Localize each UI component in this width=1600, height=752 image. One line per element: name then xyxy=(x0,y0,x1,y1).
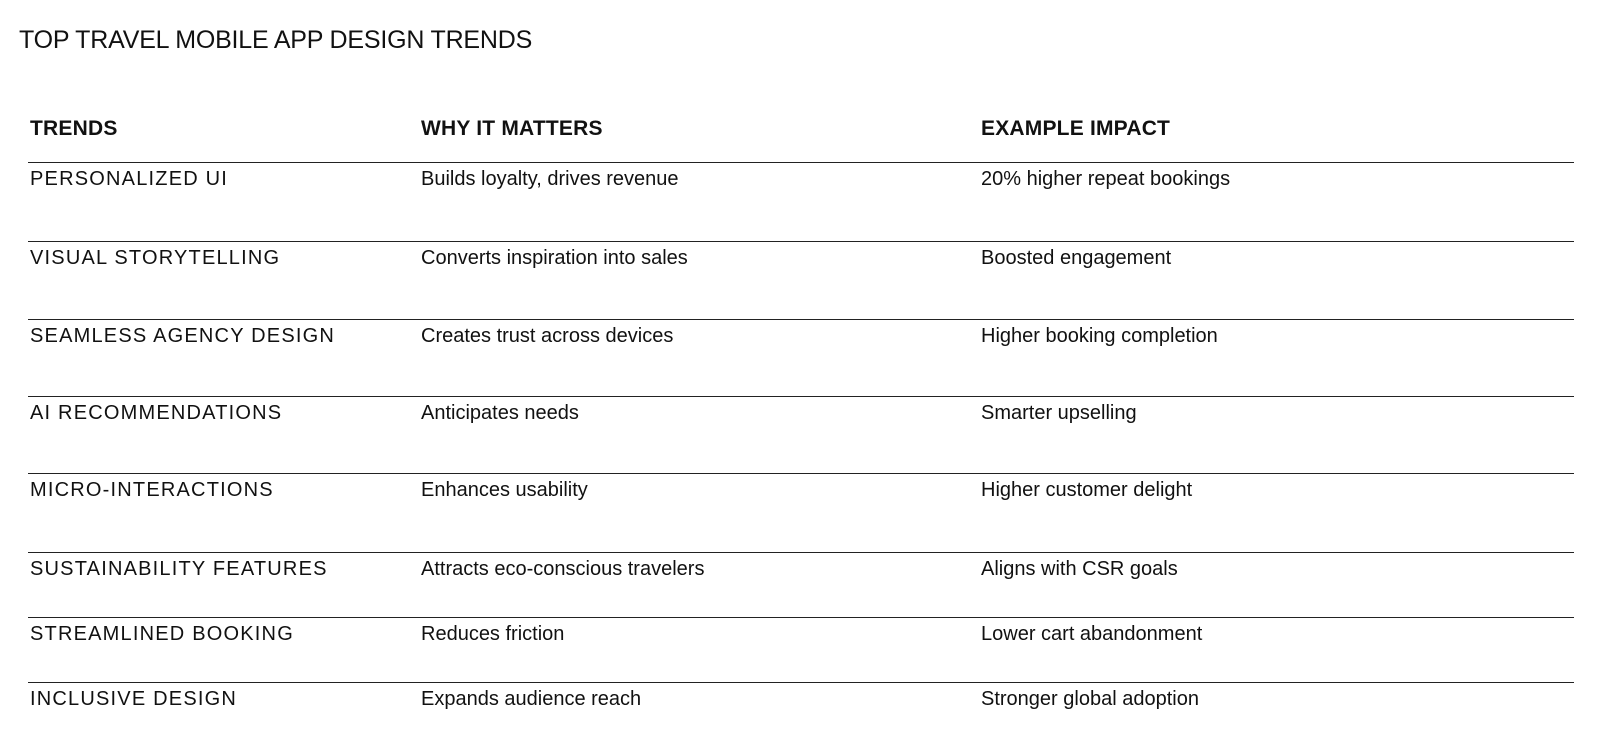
why-it-matters-cell: Reduces friction xyxy=(421,623,565,645)
table-row: INCLUSIVE DESIGN Expands audience reach … xyxy=(28,683,1574,743)
trend-cell: AI RECOMMENDATIONS xyxy=(30,402,283,424)
why-it-matters-cell: Converts inspiration into sales xyxy=(421,247,688,269)
table-row: STREAMLINED BOOKING Reduces friction Low… xyxy=(28,618,1574,683)
column-header-example-impact: EXAMPLE IMPACT xyxy=(981,117,1171,140)
column-header-trends: TRENDS xyxy=(30,117,118,140)
trend-cell: PERSONALIZED UI xyxy=(30,168,229,190)
why-it-matters-cell: Builds loyalty, drives revenue xyxy=(421,168,679,190)
trend-cell: MICRO-INTERACTIONS xyxy=(30,479,274,501)
trend-cell: SUSTAINABILITY FEATURES xyxy=(30,558,328,580)
example-impact-cell: Smarter upselling xyxy=(981,402,1137,424)
why-it-matters-cell: Anticipates needs xyxy=(421,402,579,424)
trend-cell: SEAMLESS AGENCY DESIGN xyxy=(30,325,336,347)
example-impact-cell: 20% higher repeat bookings xyxy=(981,168,1231,190)
table-row: PERSONALIZED UI Builds loyalty, drives r… xyxy=(28,163,1574,242)
why-it-matters-cell: Attracts eco-conscious travelers xyxy=(421,558,705,580)
example-impact-cell: Boosted engagement xyxy=(981,247,1172,269)
example-impact-cell: Higher customer delight xyxy=(981,479,1193,501)
table-row: SUSTAINABILITY FEATURES Attracts eco-con… xyxy=(28,553,1574,618)
table-row: AI RECOMMENDATIONS Anticipates needs Sma… xyxy=(28,397,1574,474)
trend-cell: STREAMLINED BOOKING xyxy=(30,623,294,645)
table-row: VISUAL STORYTELLING Converts inspiration… xyxy=(28,242,1574,320)
table-header-row: TRENDS WHY IT MATTERS EXAMPLE IMPACT xyxy=(28,114,1574,163)
page-title: TOP TRAVEL MOBILE APP DESIGN TRENDS xyxy=(19,25,533,54)
table-row: MICRO-INTERACTIONS Enhances usability Hi… xyxy=(28,474,1574,553)
example-impact-cell: Lower cart abandonment xyxy=(981,623,1203,645)
trend-cell: INCLUSIVE DESIGN xyxy=(30,688,238,710)
trend-cell: VISUAL STORYTELLING xyxy=(30,247,281,269)
example-impact-cell: Higher booking completion xyxy=(981,325,1218,347)
example-impact-cell: Stronger global adoption xyxy=(981,688,1199,710)
table-row: SEAMLESS AGENCY DESIGN Creates trust acr… xyxy=(28,320,1574,397)
why-it-matters-cell: Expands audience reach xyxy=(421,688,642,710)
why-it-matters-cell: Enhances usability xyxy=(421,479,588,501)
column-header-why-it-matters: WHY IT MATTERS xyxy=(421,117,603,140)
example-impact-cell: Aligns with CSR goals xyxy=(981,558,1178,580)
trends-table: TRENDS WHY IT MATTERS EXAMPLE IMPACT PER… xyxy=(28,114,1574,743)
why-it-matters-cell: Creates trust across devices xyxy=(421,325,674,347)
